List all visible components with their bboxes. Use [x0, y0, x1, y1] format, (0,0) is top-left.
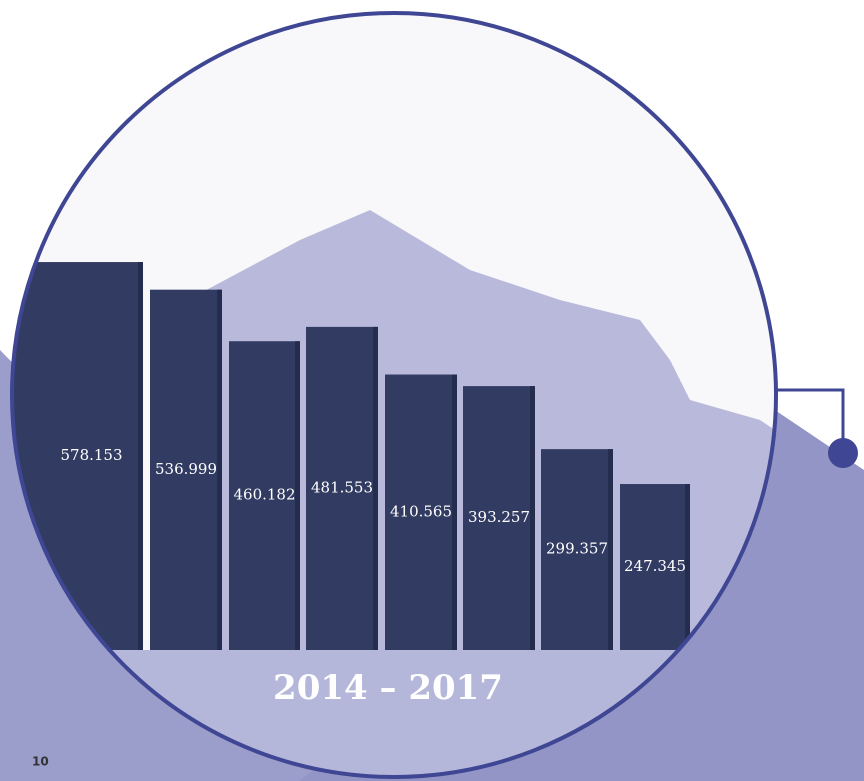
bar — [620, 484, 690, 650]
bar-side — [608, 449, 613, 650]
value-label: 410.565 — [390, 502, 452, 520]
bar — [385, 374, 457, 650]
bar — [150, 289, 222, 650]
circle-frame — [10, 11, 778, 779]
value-label: 299.357 — [546, 540, 608, 558]
value-label: 536.999 — [155, 460, 217, 478]
page-number: 10 — [32, 755, 49, 769]
connector-dot — [828, 438, 858, 468]
value-label: 578.153 — [60, 446, 122, 464]
value-label: 393.257 — [468, 508, 530, 526]
bar — [306, 326, 378, 650]
bar-side — [295, 341, 300, 650]
bar — [541, 449, 613, 650]
chart-title: 2014 – 2017 — [273, 668, 503, 708]
connector — [777, 388, 845, 445]
value-label: 460.182 — [233, 486, 295, 504]
bar — [463, 386, 535, 650]
bar-side — [685, 484, 690, 650]
bar — [229, 341, 300, 650]
bar-side — [217, 289, 222, 650]
bars: 578.153 536.999 460.182 481.553 410.565 393.2… — [12, 262, 690, 650]
value-label: 481.553 — [311, 478, 373, 496]
value-label: 247.345 — [624, 557, 686, 575]
bar-side — [452, 374, 457, 650]
bar-side — [138, 262, 143, 650]
bar-side — [373, 326, 378, 650]
bar-side — [530, 386, 535, 650]
